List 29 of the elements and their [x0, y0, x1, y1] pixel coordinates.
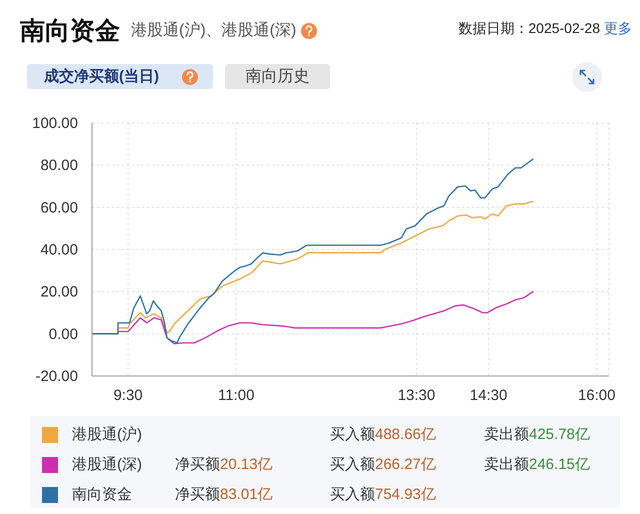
y-tick-label: 20.00: [40, 283, 78, 300]
y-tick-label: 100.00: [32, 114, 78, 132]
y-tick-label: 40.00: [40, 241, 78, 258]
text: 数据日期：2025-02-28: [458, 20, 600, 36]
text: 净买额83.01亿: [175, 486, 273, 503]
text: 买入额754.93亿: [330, 486, 436, 503]
text: 南向历史: [246, 68, 310, 85]
y-tick-label: 60.00: [40, 198, 78, 216]
text: 更多: [604, 20, 632, 36]
x-tick-label: 9:30: [113, 387, 143, 404]
y-tick-label: 80.00: [40, 156, 78, 174]
y-tick-label: -20.00: [35, 368, 78, 384]
chart-subtitle: 港股通(沪)、港股通(深): [131, 22, 296, 39]
x-tick-label: 11:00: [218, 387, 254, 404]
text: 卖出额246.15亿: [484, 456, 590, 473]
line-series: [92, 158, 534, 344]
text: 净买额20.13亿: [175, 456, 273, 473]
legend-label: 南向资金: [72, 486, 132, 503]
text: 买入额266.27亿: [330, 456, 436, 473]
x-tick-label: 13:30: [398, 387, 436, 404]
legend-label: 港股通(深): [72, 456, 142, 473]
text: 买入额488.66亿: [330, 426, 436, 443]
legend-label: 港股通(沪): [72, 426, 142, 443]
x-tick-label: 14:30: [470, 387, 508, 404]
chart-title: 南向资金: [20, 17, 120, 45]
x-tick-label: 16:00: [578, 387, 616, 404]
y-tick-label: 0.00: [48, 325, 78, 342]
text: 成交净买额(当日): [44, 68, 159, 85]
text: 卖出额425.78亿: [484, 426, 590, 443]
